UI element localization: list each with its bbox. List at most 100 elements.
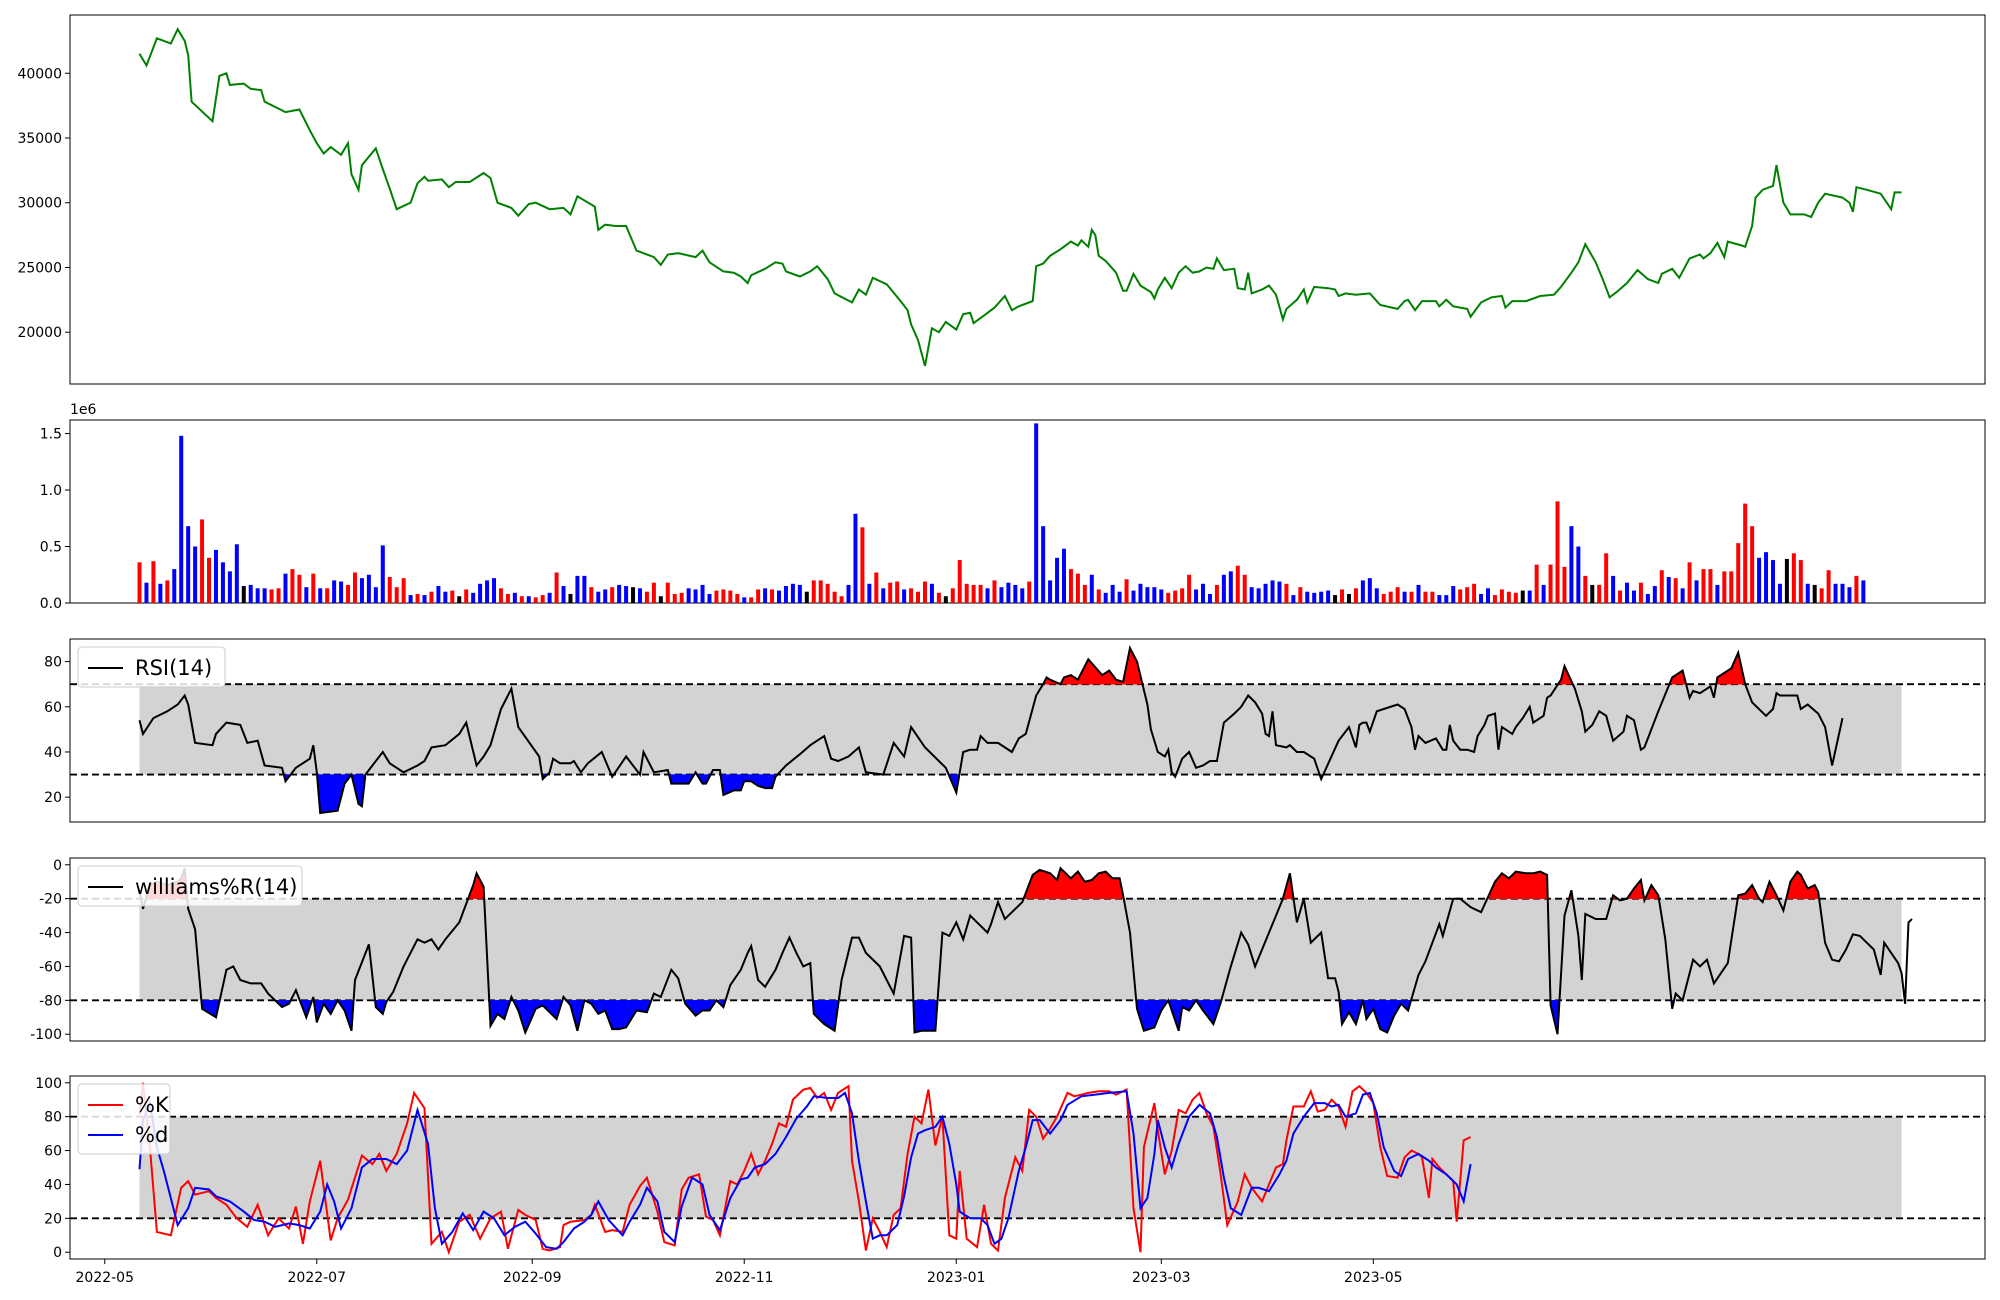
volume-bar xyxy=(1694,580,1699,603)
volume-bar xyxy=(283,573,288,603)
oversold-fill xyxy=(733,774,742,791)
overbought-fill xyxy=(1098,871,1106,899)
volume-bar xyxy=(617,584,622,603)
rsi-panel: 20 40 60 80 RSI(14) xyxy=(44,638,1986,823)
y-tick-label: 1.5 xyxy=(40,427,62,443)
volume-bar xyxy=(777,590,782,603)
legend-label: %K xyxy=(135,1093,170,1117)
volume-bar xyxy=(1604,553,1609,603)
legend-box xyxy=(77,1083,171,1155)
volume-bar xyxy=(756,589,761,603)
volume-bar xyxy=(631,587,636,603)
volume-bar xyxy=(1353,588,1358,603)
volume-bar xyxy=(1402,591,1407,603)
oversold-fill xyxy=(611,1000,620,1030)
volume-bar xyxy=(1548,564,1553,603)
y-tick-label: 0 xyxy=(53,858,62,874)
volume-bar xyxy=(575,575,580,603)
volume-bar xyxy=(492,578,497,603)
volume-bar xyxy=(1555,501,1560,603)
volume-bar xyxy=(1006,582,1011,603)
volume-bar xyxy=(1722,571,1727,603)
x-tick-label: 2023-01 xyxy=(927,1270,986,1286)
volume-bar xyxy=(1805,583,1810,603)
volume-bar xyxy=(1631,590,1636,603)
volume-bar xyxy=(1124,579,1129,603)
y-tick-label: 60 xyxy=(44,700,62,716)
volume-bar xyxy=(1381,593,1386,603)
volume-bar xyxy=(1027,581,1032,603)
volume-bar xyxy=(1096,589,1101,603)
oversold-fill xyxy=(702,774,707,784)
overbought-fill xyxy=(1515,871,1527,899)
volume-bar xyxy=(909,588,914,603)
volume-bar xyxy=(1159,589,1164,603)
volume-bar xyxy=(325,588,330,603)
volume-bar xyxy=(1465,587,1470,603)
volume-bar xyxy=(1249,587,1254,603)
volume-bar xyxy=(1826,570,1831,603)
volume-bar xyxy=(443,591,448,603)
volume-bar xyxy=(1228,571,1233,603)
volume-bar xyxy=(1020,588,1025,603)
volume-bar xyxy=(415,593,420,603)
volume-bar xyxy=(290,569,295,603)
volume-bar xyxy=(818,580,823,603)
volume-bar xyxy=(832,591,837,603)
overbought-fill xyxy=(1539,871,1548,899)
volume-bar xyxy=(825,583,830,603)
volume-bar xyxy=(1388,591,1393,603)
volume-bar xyxy=(1312,592,1317,603)
volume-bar xyxy=(1284,583,1289,603)
williams-r-panel: 0 -20 -40 -60 -80 -100 williams%R(14) xyxy=(30,857,1986,1043)
y-tick-label: 35000 xyxy=(17,131,62,147)
y-tick-label: -40 xyxy=(39,926,62,942)
volume-bar xyxy=(1736,543,1741,603)
volume-bar xyxy=(165,580,170,603)
volume-bar xyxy=(380,545,385,603)
overbought-fill xyxy=(1112,878,1120,899)
y-tick-label: 0.5 xyxy=(40,540,62,556)
volume-bar xyxy=(922,581,927,603)
volume-bar xyxy=(881,588,886,603)
y-tick-label: 40 xyxy=(44,745,62,761)
volume-bar xyxy=(1110,584,1115,603)
volume-bar xyxy=(498,588,503,603)
volume-bar xyxy=(1437,595,1442,603)
volume-bar xyxy=(1145,587,1150,603)
volume-bar xyxy=(1618,590,1623,603)
legend-box xyxy=(77,865,303,907)
volume-bar xyxy=(1520,590,1525,603)
stoch-k-line xyxy=(138,1082,1472,1256)
volume-bar xyxy=(714,590,719,603)
volume-bar xyxy=(735,593,740,603)
volume-bar xyxy=(1458,589,1463,603)
volume-bar xyxy=(1666,577,1671,603)
volume-bar xyxy=(950,588,955,603)
volume-bar xyxy=(366,574,371,603)
oversold-fill xyxy=(1380,1000,1388,1033)
volume-bar xyxy=(1298,587,1303,603)
volume-bar xyxy=(1764,552,1769,603)
y-tick-label: 1.0 xyxy=(40,483,62,499)
y-tick-label: 0 xyxy=(53,1245,62,1261)
volume-bar xyxy=(1562,566,1567,603)
volume-bar xyxy=(213,549,218,603)
volume-bar xyxy=(1479,593,1484,603)
volume-bar xyxy=(1041,526,1046,603)
volume-bar xyxy=(1235,565,1240,603)
overbought-fill xyxy=(1084,879,1093,899)
volume-bar xyxy=(1680,588,1685,603)
volume-bar xyxy=(352,572,357,603)
oversold-fill xyxy=(921,1000,936,1032)
volume-bar xyxy=(1075,573,1080,603)
volume-bar xyxy=(478,583,483,603)
volume-bar xyxy=(658,596,663,603)
y-tick-label: 20 xyxy=(44,1211,62,1227)
y-tick-label: -80 xyxy=(39,993,62,1009)
volume-bar xyxy=(401,578,406,603)
volume-bar xyxy=(1743,503,1748,603)
x-tick-label: 2023-05 xyxy=(1344,1270,1403,1286)
volume-bar xyxy=(269,589,274,603)
